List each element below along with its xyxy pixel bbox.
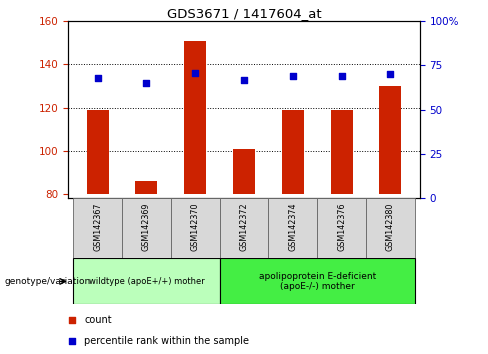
Text: percentile rank within the sample: percentile rank within the sample — [84, 336, 249, 346]
Bar — [220, 198, 268, 258]
Title: GDS3671 / 1417604_at: GDS3671 / 1417604_at — [167, 7, 321, 20]
Bar — [73, 258, 220, 304]
Bar — [380, 86, 402, 194]
Bar — [73, 198, 122, 258]
Point — [289, 73, 297, 79]
Text: GSM142376: GSM142376 — [337, 203, 346, 251]
Text: GSM142369: GSM142369 — [142, 203, 151, 251]
Text: GSM142370: GSM142370 — [191, 203, 200, 251]
Text: GSM142367: GSM142367 — [93, 203, 102, 251]
Bar — [136, 181, 158, 194]
Point — [68, 317, 76, 323]
Point — [94, 75, 102, 81]
Bar — [268, 198, 317, 258]
Point — [191, 70, 199, 75]
Point — [338, 73, 346, 79]
Point — [142, 80, 150, 86]
Text: count: count — [84, 315, 112, 325]
Bar — [282, 110, 304, 194]
Point — [240, 77, 248, 82]
Text: GSM142374: GSM142374 — [288, 203, 297, 251]
Text: apolipoprotein E-deficient
(apoE-/-) mother: apolipoprotein E-deficient (apoE-/-) mot… — [259, 272, 376, 291]
Bar — [317, 198, 366, 258]
Text: GSM142372: GSM142372 — [240, 203, 248, 251]
Bar — [366, 198, 415, 258]
Bar — [331, 110, 353, 194]
Bar — [233, 149, 255, 194]
Point — [386, 72, 394, 77]
Text: wildtype (apoE+/+) mother: wildtype (apoE+/+) mother — [88, 277, 204, 286]
Bar — [171, 198, 220, 258]
Text: genotype/variation: genotype/variation — [5, 277, 91, 286]
Bar — [184, 41, 206, 194]
Bar — [220, 258, 415, 304]
Text: GSM142380: GSM142380 — [386, 203, 395, 251]
Point — [68, 338, 76, 344]
Bar — [87, 110, 109, 194]
Bar — [122, 198, 171, 258]
